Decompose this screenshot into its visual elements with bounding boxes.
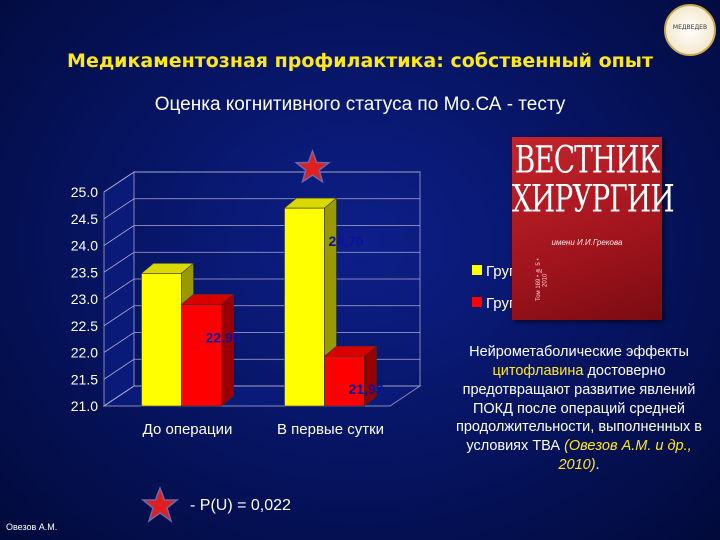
description-highlight: цитофлавина: [492, 362, 584, 379]
p-value-text: - P(U) = 0,022: [190, 497, 291, 514]
bar: [181, 304, 222, 407]
author-credit: Овезов А.М.: [6, 522, 58, 532]
description-text: Нейрометаболические эффекты цитофлавина …: [448, 343, 710, 475]
description-part2: достоверно предотвращают развитие явлени…: [456, 362, 702, 455]
gridline: [103, 225, 420, 246]
slide-title: Медикаментозная профилактика: собственны…: [67, 50, 653, 72]
red-star-icon: [294, 148, 331, 184]
bar-chart: 25.024.524.023.523.022.522.021.521.023,4…: [71, 148, 422, 438]
bar-side: [221, 293, 234, 407]
bar: [284, 207, 325, 407]
legend-item-red: Груп: [472, 295, 517, 312]
journal-title: ВЕСТНИК ХИРУРГИИ: [512, 137, 675, 219]
description-citation: (Овезов А.М. и др., 2010): [558, 438, 692, 474]
y-tick-label: 23.5: [71, 264, 98, 280]
description-part1: Нейрометаболические эффекты: [469, 344, 689, 360]
legend-item-yellow: Груп: [472, 263, 517, 280]
logo-text: МЕДВЕДЕВ: [672, 24, 708, 31]
journal-title-line2: ХИРУРГИИ: [512, 176, 675, 222]
legend-label: Груп: [486, 295, 518, 312]
emblem-logo-icon: [664, 4, 716, 56]
y-tick-label: 22.5: [71, 318, 98, 334]
data-label: 22,90: [206, 329, 241, 345]
y-tick-label: 22.0: [71, 345, 98, 361]
x-category-label: В первые сутки: [277, 421, 384, 438]
y-tick-label: 24.5: [71, 211, 98, 227]
legend-swatch-red: [472, 297, 482, 307]
x-category-label: До операции: [143, 421, 233, 438]
bar-side: [364, 345, 377, 407]
journal-title-line1: ВЕСТНИК: [514, 137, 661, 182]
bar: [324, 355, 365, 407]
red-star-icon: [140, 486, 180, 523]
chart-subtitle: Оценка когнитивного статуса по Мо.СА - т…: [154, 94, 566, 115]
data-label: 21,93: [349, 381, 384, 397]
data-label: 24,70: [329, 233, 364, 249]
y-tick-label: 21.0: [71, 398, 98, 414]
y-tick-label: 21.5: [71, 371, 98, 387]
description-part3: .: [595, 457, 600, 474]
journal-spine-text: Том 169 • № 5 • 2010: [536, 258, 549, 302]
y-tick-label: 24.0: [71, 238, 98, 254]
gridline: [103, 171, 420, 193]
y-tick-label: 23.0: [71, 291, 98, 307]
gridline: [103, 198, 420, 220]
legend-label: Груп: [486, 263, 518, 280]
journal-cover-image: [512, 137, 662, 320]
y-tick-label: 25.0: [71, 184, 98, 200]
journal-author: имени И.И.Грекова: [551, 238, 623, 247]
legend-swatch-yellow: [472, 265, 482, 275]
bar: [141, 273, 182, 407]
